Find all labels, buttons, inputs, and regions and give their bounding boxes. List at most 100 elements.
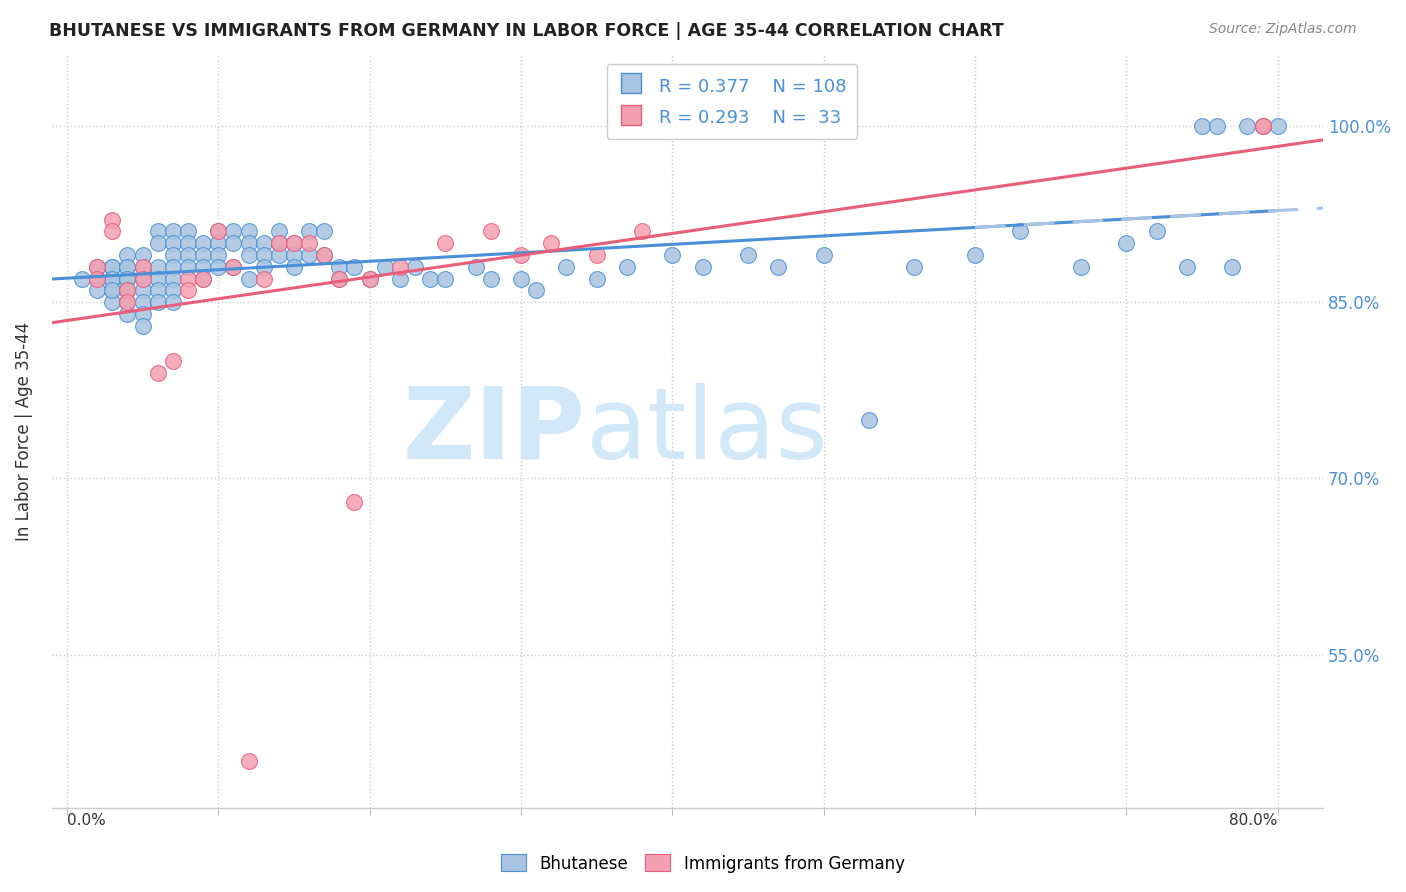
Point: [162, 271, 184, 285]
Point: [267, 236, 290, 251]
Point: [146, 366, 169, 380]
Point: [131, 318, 153, 333]
Point: [479, 271, 502, 285]
Point: [207, 260, 229, 274]
Point: [101, 271, 124, 285]
Point: [283, 248, 305, 262]
Point: [419, 271, 441, 285]
Point: [1251, 119, 1274, 133]
Point: [162, 283, 184, 297]
Point: [86, 260, 108, 274]
Point: [162, 354, 184, 368]
Point: [283, 236, 305, 251]
Point: [70, 271, 93, 285]
Point: [131, 307, 153, 321]
Point: [903, 260, 925, 274]
Point: [146, 236, 169, 251]
Point: [343, 260, 366, 274]
Point: [434, 236, 457, 251]
Point: [374, 260, 396, 274]
Point: [267, 225, 290, 239]
Point: [101, 212, 124, 227]
Point: [101, 283, 124, 297]
Point: [1115, 236, 1137, 251]
Point: [283, 236, 305, 251]
Point: [253, 260, 276, 274]
Point: [768, 260, 790, 274]
Point: [86, 283, 108, 297]
Point: [1267, 119, 1289, 133]
Point: [813, 248, 835, 262]
Point: [117, 295, 139, 310]
Point: [510, 248, 533, 262]
Point: [692, 260, 714, 274]
Point: [434, 271, 457, 285]
Point: [222, 236, 245, 251]
Point: [86, 271, 108, 285]
Point: [117, 283, 139, 297]
Point: [86, 271, 108, 285]
Point: [222, 260, 245, 274]
Point: [191, 236, 214, 251]
Point: [117, 283, 139, 297]
Point: [117, 271, 139, 285]
Point: [314, 248, 336, 262]
Point: [177, 248, 200, 262]
Point: [267, 248, 290, 262]
Text: BHUTANESE VS IMMIGRANTS FROM GERMANY IN LABOR FORCE | AGE 35-44 CORRELATION CHAR: BHUTANESE VS IMMIGRANTS FROM GERMANY IN …: [49, 22, 1004, 40]
Point: [388, 260, 411, 274]
Point: [858, 412, 880, 426]
Text: 80.0%: 80.0%: [1229, 814, 1278, 829]
Point: [267, 236, 290, 251]
Point: [359, 271, 381, 285]
Point: [238, 754, 260, 768]
Point: [1010, 225, 1032, 239]
Point: [131, 283, 153, 297]
Point: [162, 236, 184, 251]
Point: [238, 236, 260, 251]
Point: [117, 260, 139, 274]
Point: [101, 295, 124, 310]
Point: [661, 248, 683, 262]
Point: [631, 225, 654, 239]
Legend: R = 0.377    N = 108, R = 0.293    N =  33: R = 0.377 N = 108, R = 0.293 N = 33: [606, 64, 858, 139]
Point: [1206, 119, 1229, 133]
Point: [328, 271, 350, 285]
Text: atlas: atlas: [586, 383, 827, 480]
Point: [131, 260, 153, 274]
Point: [191, 248, 214, 262]
Point: [146, 271, 169, 285]
Point: [207, 248, 229, 262]
Point: [298, 236, 321, 251]
Point: [146, 260, 169, 274]
Point: [131, 260, 153, 274]
Point: [117, 248, 139, 262]
Point: [238, 248, 260, 262]
Point: [253, 271, 276, 285]
Point: [177, 271, 200, 285]
Point: [162, 248, 184, 262]
Point: [1175, 260, 1198, 274]
Point: [1191, 119, 1213, 133]
Point: [359, 271, 381, 285]
Point: [1251, 119, 1274, 133]
Text: ZIP: ZIP: [404, 383, 586, 480]
Y-axis label: In Labor Force | Age 35-44: In Labor Force | Age 35-44: [15, 322, 32, 541]
Point: [388, 271, 411, 285]
Point: [191, 271, 214, 285]
Point: [1236, 119, 1258, 133]
Point: [131, 271, 153, 285]
Point: [585, 248, 607, 262]
Point: [343, 495, 366, 509]
Point: [162, 295, 184, 310]
Point: [238, 271, 260, 285]
Point: [1070, 260, 1092, 274]
Point: [191, 271, 214, 285]
Point: [510, 271, 533, 285]
Point: [1146, 225, 1168, 239]
Legend: Bhutanese, Immigrants from Germany: Bhutanese, Immigrants from Germany: [495, 847, 911, 880]
Point: [162, 260, 184, 274]
Point: [253, 248, 276, 262]
Point: [555, 260, 578, 274]
Point: [222, 225, 245, 239]
